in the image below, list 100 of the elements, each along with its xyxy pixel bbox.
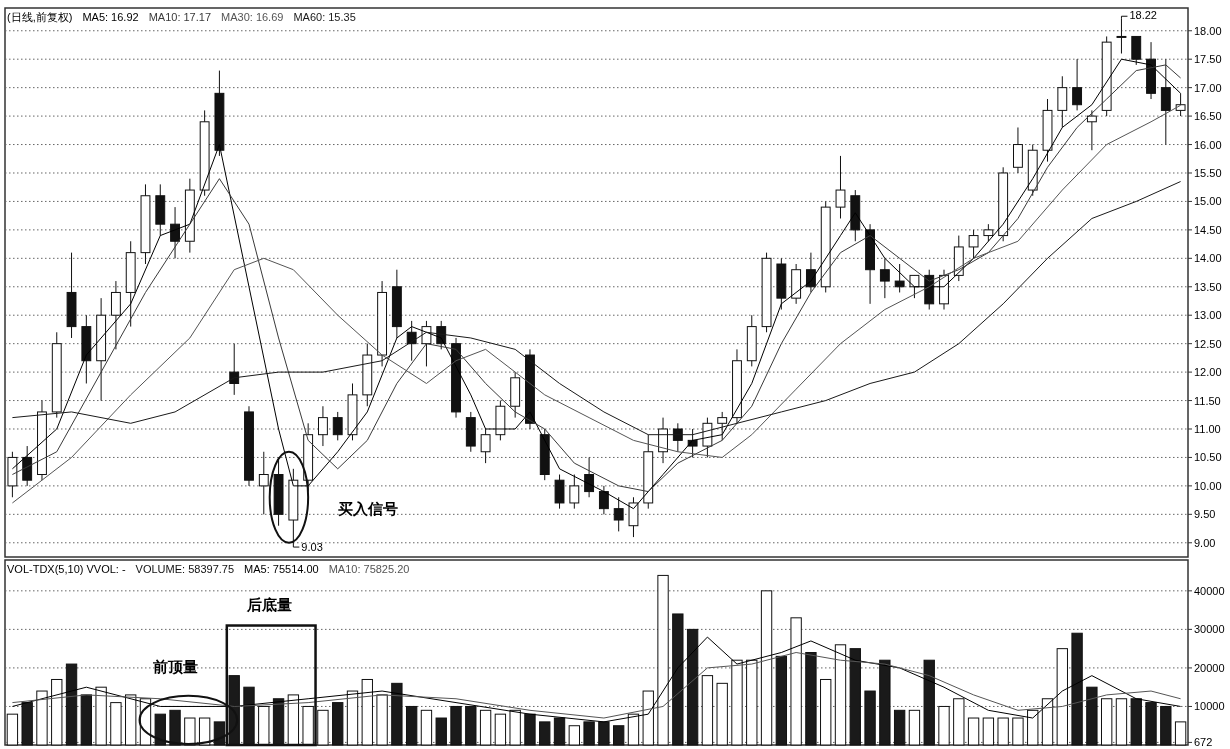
bar bbox=[1145, 702, 1157, 746]
bar bbox=[849, 648, 861, 746]
bar bbox=[938, 705, 950, 746]
candlestick bbox=[1013, 126, 1023, 174]
bar bbox=[1115, 698, 1128, 746]
y-tick-label: 11.50 bbox=[1194, 394, 1221, 407]
annotation: 9.03 bbox=[301, 541, 323, 554]
bar bbox=[36, 690, 48, 746]
candlestick bbox=[1175, 92, 1186, 117]
bar bbox=[598, 721, 610, 746]
bar bbox=[184, 717, 196, 746]
candlestick bbox=[554, 474, 565, 510]
bar bbox=[923, 659, 935, 746]
bar bbox=[80, 694, 93, 746]
candlestick bbox=[968, 229, 979, 259]
chart-title: VOL-TDX(5,10) VVOL: - bbox=[7, 563, 126, 575]
candlestick bbox=[628, 496, 639, 538]
candlestick bbox=[170, 206, 180, 259]
bar bbox=[287, 694, 300, 746]
candlestick bbox=[584, 456, 595, 498]
y-tick-label: 20000 bbox=[1194, 661, 1225, 674]
y-tick-label: 16.50 bbox=[1194, 110, 1222, 123]
y-tick-label: 17.50 bbox=[1194, 53, 1222, 66]
y-tick-label: 10.00 bbox=[1194, 479, 1222, 492]
bar bbox=[376, 694, 388, 746]
bar bbox=[539, 721, 551, 746]
y-tick-label: 9.00 bbox=[1194, 536, 1216, 549]
candlestick bbox=[22, 445, 33, 487]
bar bbox=[125, 694, 137, 746]
bar bbox=[967, 717, 980, 746]
bar bbox=[627, 713, 640, 746]
y-tick-label: 15.50 bbox=[1194, 166, 1222, 179]
bar bbox=[346, 690, 359, 746]
bar bbox=[1174, 721, 1187, 746]
annotation: 18.22 bbox=[1129, 9, 1157, 22]
bar bbox=[834, 644, 847, 746]
candlestick bbox=[613, 496, 624, 532]
bar bbox=[332, 702, 344, 746]
bar bbox=[1100, 698, 1113, 746]
y-tick-label: 9.50 bbox=[1194, 508, 1216, 521]
candlestick bbox=[1131, 35, 1142, 66]
bar bbox=[790, 617, 802, 746]
text: VOLUME: 58397.75 bbox=[135, 563, 235, 575]
bar bbox=[864, 690, 876, 746]
bar bbox=[805, 652, 817, 746]
text: MA10: 75825.20 bbox=[328, 563, 410, 575]
bar bbox=[51, 678, 63, 746]
bar bbox=[1041, 698, 1054, 746]
candlestick bbox=[1086, 109, 1097, 151]
bar bbox=[953, 698, 965, 746]
y-tick-label: 16.00 bbox=[1194, 138, 1222, 151]
bar bbox=[908, 709, 921, 746]
bar bbox=[317, 709, 329, 746]
bar bbox=[198, 717, 211, 746]
bar bbox=[494, 713, 507, 746]
bar bbox=[6, 713, 19, 746]
y-tick-label: 10000 bbox=[1194, 700, 1225, 713]
y-tick-label: 13.50 bbox=[1194, 280, 1222, 293]
candlestick bbox=[1160, 58, 1171, 146]
y-tick-label: 14.50 bbox=[1194, 223, 1222, 236]
candlestick bbox=[1072, 58, 1083, 111]
bar bbox=[465, 705, 477, 746]
bar bbox=[1130, 698, 1142, 746]
text: MA10: 17.17 bbox=[148, 11, 212, 23]
bar bbox=[405, 705, 418, 746]
y-tick-label: 672 bbox=[1194, 736, 1213, 749]
y-tick-label: 30000 bbox=[1194, 623, 1225, 636]
text: MA5: 75514.00 bbox=[244, 563, 319, 575]
candlestick bbox=[480, 428, 491, 464]
bar bbox=[169, 709, 181, 746]
bar bbox=[820, 678, 832, 746]
bar bbox=[746, 659, 758, 746]
bar bbox=[568, 725, 580, 746]
bar bbox=[775, 655, 788, 746]
bar bbox=[21, 702, 33, 746]
bar bbox=[1056, 648, 1068, 746]
candlestick bbox=[598, 485, 609, 515]
bar bbox=[302, 705, 314, 746]
y-tick-label: 12.00 bbox=[1194, 366, 1222, 379]
bar bbox=[1071, 632, 1083, 746]
y-tick-label: 12.50 bbox=[1194, 337, 1222, 350]
bar bbox=[95, 686, 107, 746]
annotation: 前顶量 bbox=[151, 657, 198, 675]
candlestick bbox=[894, 263, 905, 293]
bar bbox=[154, 713, 166, 746]
candlestick bbox=[835, 155, 846, 219]
bar bbox=[982, 717, 995, 746]
bar bbox=[420, 709, 433, 746]
bar bbox=[583, 721, 595, 746]
bar bbox=[879, 659, 891, 746]
bar bbox=[553, 717, 566, 746]
bar bbox=[893, 709, 906, 746]
bar bbox=[243, 686, 255, 746]
bar bbox=[258, 705, 270, 746]
bar bbox=[524, 713, 536, 746]
bar bbox=[1086, 686, 1098, 746]
bar bbox=[228, 675, 240, 746]
bar bbox=[642, 690, 654, 746]
bar bbox=[435, 717, 447, 746]
bar bbox=[213, 721, 226, 746]
